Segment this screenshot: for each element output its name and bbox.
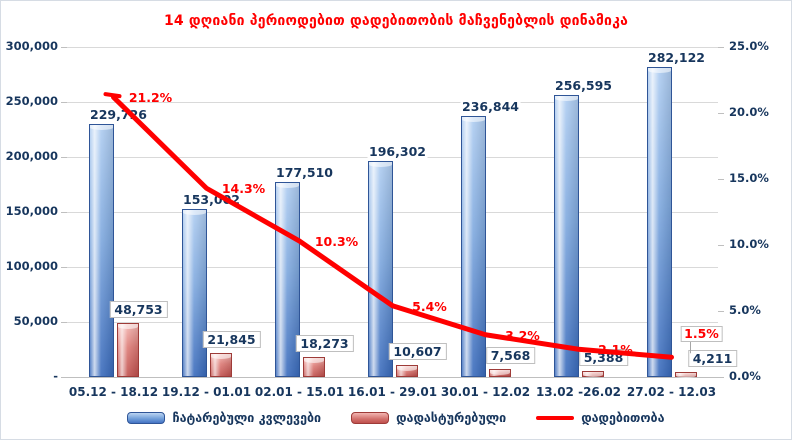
- y-axis-tick: [61, 322, 67, 323]
- legend-swatch-positivity-line: [536, 415, 575, 420]
- gridline: [67, 267, 718, 268]
- positivity-value-label: 14.3%: [221, 181, 266, 197]
- y-axis-tick: [61, 377, 67, 378]
- gridline: [67, 47, 718, 48]
- positivity-line: [111, 94, 674, 360]
- positivity-value-label: 2.1%: [598, 342, 633, 358]
- y2-axis-tick: [718, 179, 724, 180]
- legend-item: დადებითობა: [536, 410, 665, 425]
- tests-value-label: 153,002: [181, 191, 242, 207]
- confirmed-bar: [581, 371, 604, 377]
- confirmed-bar: [674, 372, 697, 378]
- bar-group: [625, 47, 718, 378]
- y2-axis-tick: [718, 47, 724, 48]
- legend-item: დადასტურებული: [351, 410, 506, 425]
- y2-axis-label: 0.0%: [729, 369, 761, 383]
- confirmed-bar: [395, 365, 418, 377]
- y-axis-tick: [61, 212, 67, 213]
- y-axis-tick: [61, 102, 67, 103]
- legend-swatch-confirmed-bar: [351, 411, 390, 424]
- tests-bar: [367, 161, 393, 377]
- confirmed-bar: [116, 323, 139, 377]
- confirmed-value-label: 48,753: [109, 301, 168, 319]
- line-point-marker: [103, 92, 122, 99]
- y2-axis-tick: [718, 377, 724, 378]
- legend-label: დადასტურებული: [396, 410, 507, 425]
- x-axis-label: 30.01 - 12.02: [440, 385, 531, 399]
- gridline: [67, 102, 718, 103]
- tests-value-label: 196,302: [367, 144, 428, 160]
- bar-group: [160, 47, 253, 377]
- legend-label: ჩატარებული კვლევები: [172, 410, 322, 425]
- y-axis-tick: [61, 47, 67, 48]
- y-axis-label: 100,000: [5, 259, 58, 273]
- y-axis-label: 200,000: [5, 149, 58, 163]
- confirmed-value-label: 4,211: [687, 350, 738, 368]
- y-axis-label: 250,000: [5, 94, 58, 108]
- bar-group: [346, 47, 439, 377]
- tests-value-label: 256,595: [553, 77, 614, 93]
- x-axis-label: 19.12 - 01.01: [161, 385, 252, 399]
- y-axis-tick: [61, 267, 67, 268]
- bar-group: [67, 47, 160, 377]
- legend-item: ჩატარებული კვლევები: [127, 410, 321, 425]
- confirmed-value-label: 18,273: [295, 334, 354, 352]
- gridline: [67, 322, 718, 323]
- tests-value-label: 282,122: [646, 49, 707, 65]
- y2-axis-label: 5.0%: [729, 303, 761, 317]
- y2-axis-tick: [718, 245, 724, 246]
- positivity-value-label: 10.3%: [314, 234, 359, 250]
- y-axis-label: 300,000: [5, 39, 58, 53]
- y2-axis-label: 10.0%: [729, 237, 769, 251]
- x-axis-label: 16.01 - 29.01: [347, 385, 438, 399]
- y-axis-tick: [61, 157, 67, 158]
- bar-group: [532, 47, 625, 377]
- confirmed-value-label: 10,607: [388, 343, 447, 361]
- tests-bar: [88, 124, 114, 377]
- y-axis-label: -: [53, 369, 58, 383]
- y2-axis-label: 25.0%: [729, 39, 769, 53]
- x-axis-label: 27.02 - 12.03: [626, 385, 717, 399]
- confirmed-bar: [488, 368, 511, 377]
- tests-bar: [553, 94, 579, 377]
- x-axis-label: 02.01 - 15.01: [254, 385, 345, 399]
- tests-value-label: 177,510: [274, 164, 335, 180]
- positivity-value-label: 5.4%: [412, 298, 447, 314]
- legend-label: დადებითობა: [581, 410, 665, 425]
- y2-axis-tick: [718, 311, 724, 312]
- tests-value-label: 236,844: [460, 99, 521, 115]
- y-axis-label: 150,000: [5, 204, 58, 218]
- y2-axis-label: 20.0%: [729, 105, 769, 119]
- bar-group: [439, 47, 532, 377]
- positivity-value-label: 3.2%: [505, 327, 540, 343]
- y2-axis-tick: [718, 113, 724, 114]
- tests-bar: [646, 66, 672, 377]
- confirmed-bar: [209, 352, 232, 377]
- legend: ჩატარებული კვლევები დადასტურებული დადებითო…: [1, 410, 791, 425]
- confirmed-value-label: 7,568: [485, 346, 536, 364]
- plot-area: 229,726 153,002 177,510 196,302 236,844 256,5…: [67, 47, 738, 378]
- positivity-value-label: 1.5%: [680, 326, 723, 343]
- confirmed-bar: [302, 356, 325, 377]
- y2-axis-label: 15.0%: [729, 171, 769, 185]
- legend-swatch-tests-bar: [127, 411, 166, 424]
- confirmed-value-label: 21,845: [202, 330, 261, 348]
- tests-bar: [460, 116, 486, 377]
- x-axis-label: 05.12 - 18.12: [68, 385, 159, 399]
- chart-title: 14 დღიანი პერიოდებით დადებითობის მაჩვენე…: [163, 13, 629, 29]
- positivity-value-label: 21.2%: [128, 90, 173, 106]
- x-axis-label: 13.02 -26.02: [535, 385, 622, 399]
- gridline: [67, 212, 718, 213]
- y-axis-label: 50,000: [13, 314, 58, 328]
- tests-bar: [181, 208, 207, 377]
